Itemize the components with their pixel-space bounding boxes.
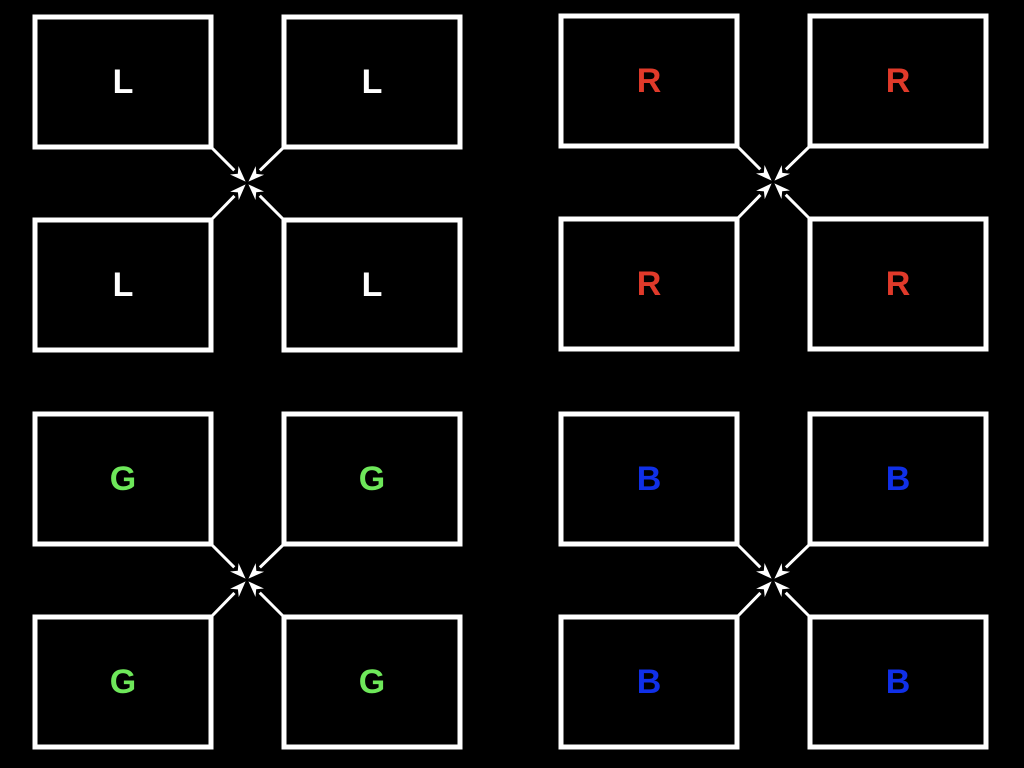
luminance-box-label-bottom-right: L: [362, 266, 383, 304]
green-box-label-top-right: G: [359, 460, 385, 498]
luminance-group: L L L L: [32, 14, 463, 353]
blue-box-label-top-left: B: [637, 460, 662, 498]
red-group: R R R R: [558, 13, 989, 352]
luminance-box-label-top-left: L: [113, 63, 134, 101]
blue-arrow-line-bottom-left: [735, 591, 762, 619]
red-box-label-top-right: R: [886, 62, 911, 100]
green-box-top-right: [281, 411, 463, 547]
red-arrowhead-icon-bottom-right: [774, 183, 790, 199]
blue-box-top-left: [558, 411, 740, 547]
blue-box-bottom-right: [807, 614, 989, 750]
red-box-label-top-left: R: [637, 62, 662, 100]
luminance-box-bottom-right: [281, 217, 463, 353]
luminance-arrowhead-icon-bottom-left: [230, 184, 246, 201]
green-box-label-top-left: G: [110, 460, 136, 498]
red-arrowhead-icon-top-left: [756, 165, 772, 181]
blue-box-label-bottom-right: B: [886, 663, 911, 701]
green-arrow-line-bottom-right: [258, 591, 286, 619]
red-arrow-line-top-right: [784, 144, 812, 171]
blue-arrowhead-icon-bottom-left: [756, 581, 772, 598]
luminance-arrow-line-top-left: [209, 145, 236, 172]
red-arrowhead-icon-bottom-left: [756, 183, 772, 200]
green-box-bottom-left: [32, 614, 214, 750]
luminance-box-label-bottom-left: L: [113, 266, 134, 304]
luminance-arrowhead-icon-top-right: [248, 166, 265, 182]
blue-box-bottom-left: [558, 614, 740, 750]
luminance-box-top-left: [32, 14, 214, 150]
luminance-arrowhead-icon-top-left: [230, 166, 246, 182]
green-box-label-bottom-right: G: [359, 663, 385, 701]
blue-group: B B B B: [558, 411, 989, 750]
luminance-box-top-right: [281, 14, 463, 150]
blue-box-label-bottom-left: B: [637, 663, 662, 701]
blue-arrowhead-icon-top-left: [756, 563, 772, 579]
luminance-arrowhead-icon-bottom-right: [248, 184, 264, 200]
blue-arrowhead-icon-bottom-right: [774, 581, 790, 597]
luminance-box-bottom-left: [32, 217, 214, 353]
green-arrowhead-icon-top-left: [230, 563, 246, 579]
green-arrow-line-top-left: [209, 542, 236, 569]
blue-arrow-line-bottom-right: [784, 591, 812, 619]
blue-arrow-line-top-right: [784, 542, 812, 569]
red-arrow-line-bottom-left: [735, 193, 762, 221]
luminance-box-label-top-right: L: [362, 63, 383, 101]
red-box-bottom-right: [807, 216, 989, 352]
green-box-label-bottom-left: G: [110, 663, 136, 701]
green-arrowhead-icon-top-right: [248, 563, 265, 579]
blue-box-label-top-right: B: [886, 460, 911, 498]
green-arrow-line-bottom-left: [209, 591, 236, 619]
luminance-arrow-line-bottom-right: [258, 194, 286, 222]
green-arrowhead-icon-bottom-right: [248, 581, 264, 597]
red-box-label-bottom-right: R: [886, 265, 911, 303]
green-arrowhead-icon-bottom-left: [230, 581, 246, 598]
green-box-top-left: [32, 411, 214, 547]
red-arrow-line-top-left: [735, 144, 762, 171]
luminance-arrow-line-top-right: [258, 145, 286, 172]
red-arrowhead-icon-top-right: [774, 165, 791, 181]
blue-arrow-line-top-left: [735, 542, 762, 569]
green-box-bottom-right: [281, 614, 463, 750]
luminance-arrow-line-bottom-left: [209, 194, 236, 222]
blue-box-top-right: [807, 411, 989, 547]
red-box-top-left: [558, 13, 740, 149]
red-box-bottom-left: [558, 216, 740, 352]
red-box-top-right: [807, 13, 989, 149]
red-arrow-line-bottom-right: [784, 193, 812, 221]
blue-arrowhead-icon-top-right: [774, 563, 791, 579]
green-arrow-line-top-right: [258, 542, 286, 569]
red-box-label-bottom-left: R: [637, 265, 662, 303]
green-group: G G G G: [32, 411, 463, 750]
